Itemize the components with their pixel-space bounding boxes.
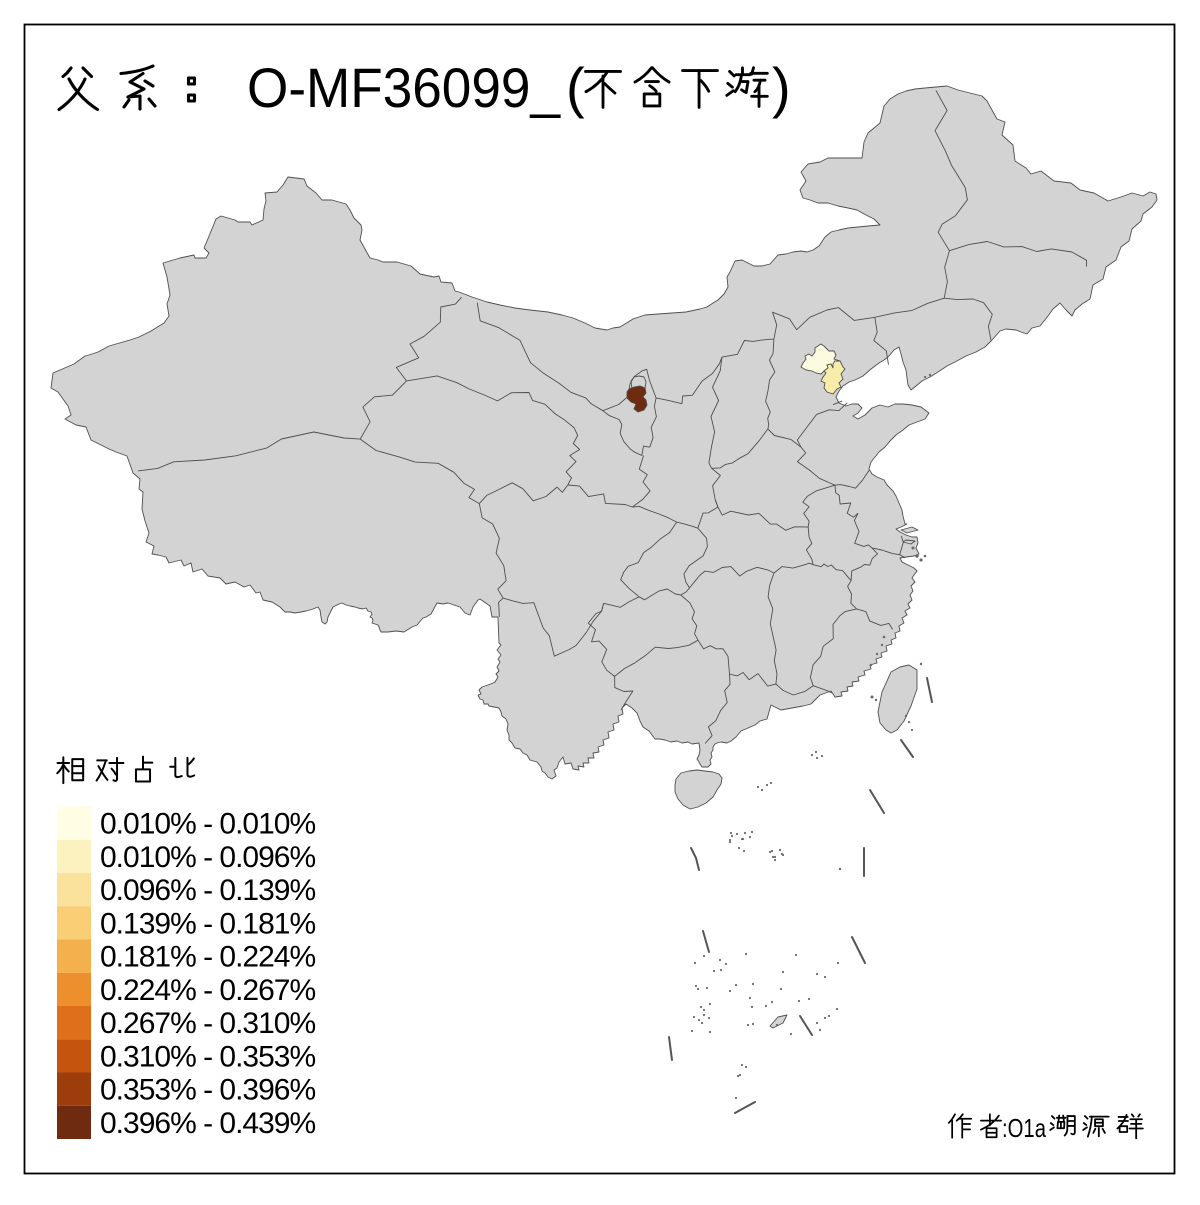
svg-text:O-MF36099_: O-MF36099_: [247, 56, 561, 119]
svg-text:0.396% - 0.439%: 0.396% - 0.439%: [100, 1107, 315, 1140]
svg-text:): ): [772, 56, 791, 119]
svg-text:0.267% - 0.310%: 0.267% - 0.310%: [100, 1007, 315, 1040]
svg-text:0.310% - 0.353%: 0.310% - 0.353%: [100, 1040, 315, 1073]
svg-text::O1a: :O1a: [1002, 1113, 1046, 1143]
svg-text:0.224% - 0.267%: 0.224% - 0.267%: [100, 974, 315, 1007]
svg-text:0.096% - 0.139%: 0.096% - 0.139%: [100, 874, 315, 907]
svg-text:0.353% - 0.396%: 0.353% - 0.396%: [100, 1074, 315, 1107]
svg-text:0.010% - 0.010%: 0.010% - 0.010%: [100, 808, 315, 841]
svg-text:(: (: [566, 56, 585, 119]
svg-text:0.010% - 0.096%: 0.010% - 0.096%: [100, 841, 315, 874]
svg-text:0.139% - 0.181%: 0.139% - 0.181%: [100, 907, 315, 940]
svg-text:0.181% - 0.224%: 0.181% - 0.224%: [100, 941, 315, 974]
